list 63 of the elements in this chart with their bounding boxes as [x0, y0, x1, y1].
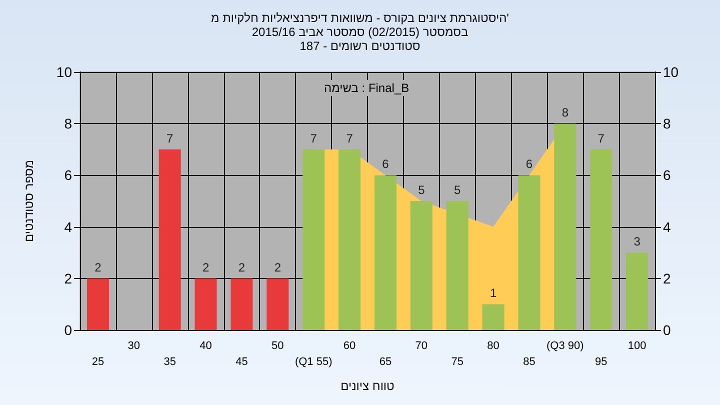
x-tick-label: (Q3 90)	[546, 340, 584, 352]
x-tick-label: 40	[200, 340, 212, 352]
x-tick-label: 65	[379, 356, 392, 368]
y2-tick-label: 10	[663, 64, 679, 80]
data-label: 6	[526, 157, 533, 172]
data-label: 8	[562, 106, 569, 120]
bar	[374, 175, 396, 330]
data-label: 7	[598, 131, 605, 146]
y2-tick-label: 2	[663, 270, 671, 286]
bar	[338, 149, 361, 330]
data-label: 5	[418, 183, 426, 197]
bar	[482, 304, 504, 330]
bar	[194, 278, 217, 330]
bar	[266, 278, 289, 330]
x-tick-label: 95	[594, 356, 608, 368]
y-axis-title: מספר סטודנטים	[22, 160, 36, 242]
data-label: 7	[310, 131, 318, 146]
bar	[446, 201, 468, 330]
x-tick-label: 80	[487, 340, 500, 352]
bar	[626, 252, 648, 330]
data-label: 2	[238, 260, 246, 274]
x-tick-label: 100	[628, 340, 646, 352]
y2-tick-label: 0	[663, 322, 671, 338]
y2-tick-label: 4	[663, 218, 671, 235]
x-tick-label: 85	[523, 356, 536, 368]
bar	[590, 149, 612, 330]
data-label: 2	[274, 260, 282, 274]
data-label: 7	[166, 131, 174, 146]
chart-subtitle: בסמסטר (02/2015) סמסטר אביב 2015/16 סטודנטים רשומים - 187	[252, 25, 468, 53]
data-label: 6	[382, 157, 390, 172]
bar	[158, 149, 181, 330]
chart-title: היסטוגרמת ציונים בקורס - משוואות דיפרנציאליות חלקיות מ'	[211, 11, 509, 25]
x-tick-label: 35	[164, 356, 176, 368]
bar	[518, 175, 540, 330]
x-tick-label: 60	[343, 340, 356, 352]
bar	[554, 124, 576, 330]
x-tick-label: 75	[451, 356, 464, 368]
bar	[410, 201, 432, 330]
x-tick-label: 45	[236, 356, 248, 368]
bar	[86, 278, 109, 330]
data-label: 5	[454, 183, 461, 197]
y-tick-label: 4	[64, 218, 72, 235]
data-label: 7	[346, 131, 354, 146]
data-label: 1	[490, 286, 497, 300]
bar	[302, 149, 325, 330]
x-tick-label: 25	[92, 356, 104, 368]
x-tick-label: 50	[272, 340, 284, 352]
x-tick-label: 70	[415, 340, 428, 352]
y-tick-label: 10	[56, 64, 72, 80]
x-axis-title: טווח ציונים	[340, 379, 395, 393]
data-label: 3	[634, 234, 641, 249]
x-tick-label: (Q1 55)	[294, 356, 332, 368]
y-tick-label: 6	[64, 167, 72, 184]
data-label: 2	[94, 260, 102, 274]
y-tick-label: 8	[64, 116, 72, 132]
y-tick-label: 0	[64, 322, 72, 338]
y-tick-label: 2	[64, 270, 72, 286]
bar	[230, 278, 253, 330]
x-tick-label: 30	[128, 340, 140, 352]
data-label: 2	[202, 260, 210, 274]
annotation: בשימה : Final_B	[324, 81, 410, 95]
y2-tick-label: 6	[663, 167, 671, 184]
y2-tick-label: 8	[663, 116, 671, 132]
